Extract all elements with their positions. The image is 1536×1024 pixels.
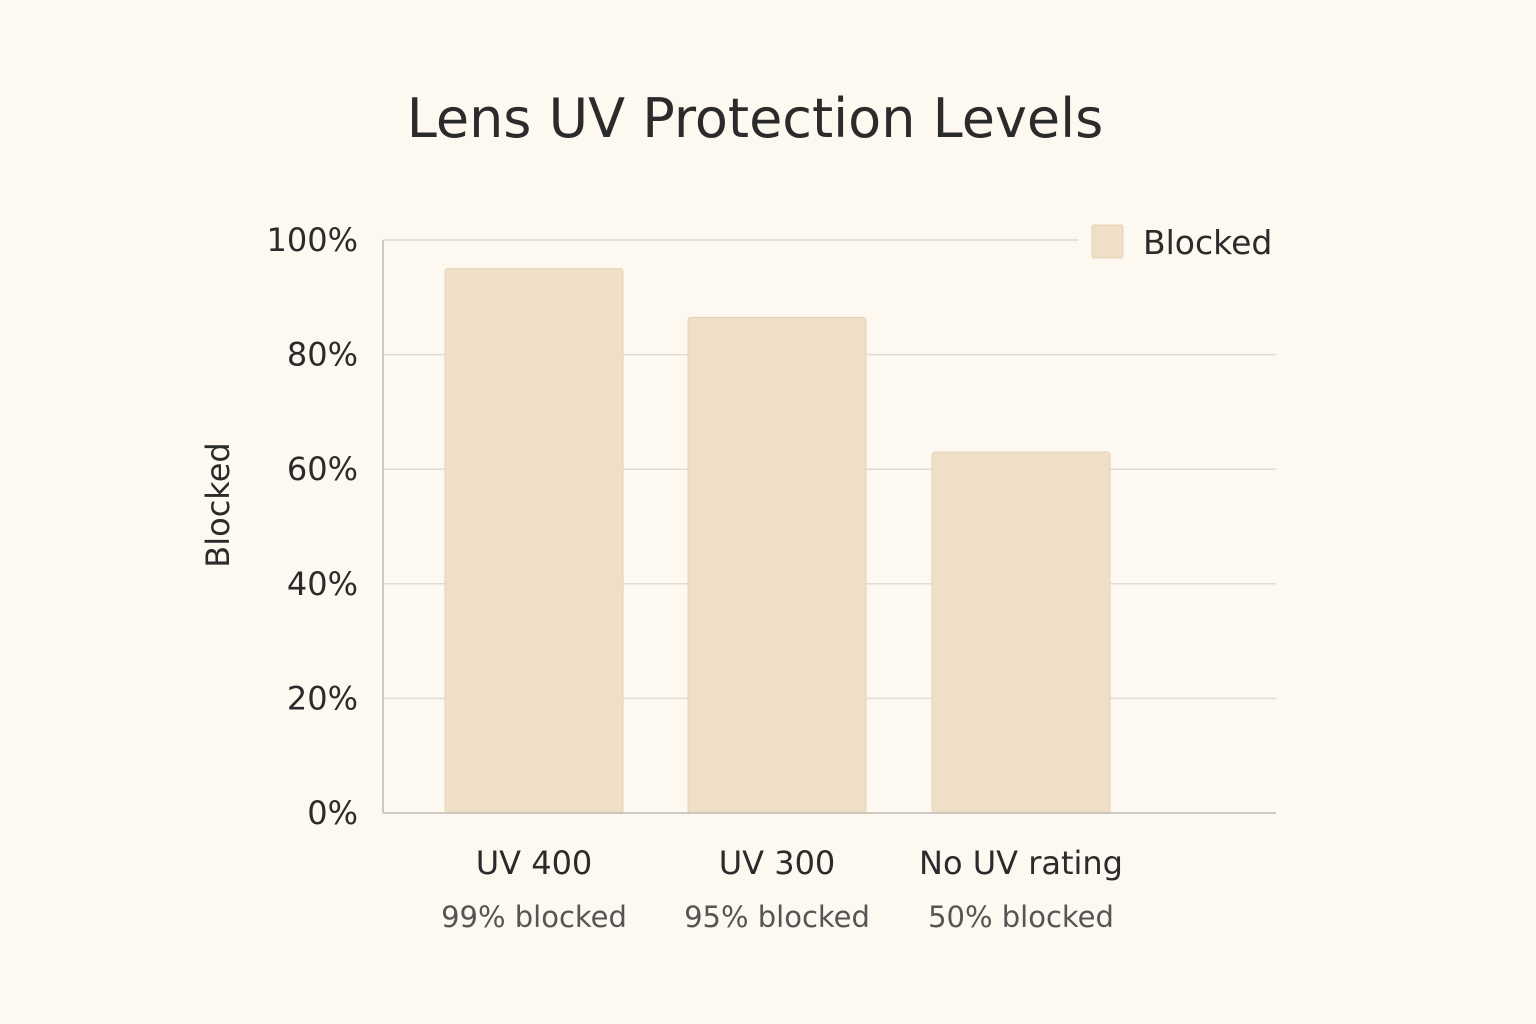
axes	[382, 240, 1276, 814]
legend-swatch	[1091, 224, 1124, 259]
bar-1	[687, 316, 867, 814]
y-tick-label: 20%	[287, 679, 358, 717]
y-axis-label: Blocked	[199, 442, 237, 567]
legend: Blocked	[1091, 223, 1272, 262]
y-tick-labels: 0% 20% 40% 60% 80% 100%	[267, 221, 358, 832]
bars	[444, 268, 1111, 814]
y-tick-label: 40%	[287, 565, 358, 603]
y-tick-label: 60%	[287, 450, 358, 488]
x-category-label: UV 400	[476, 844, 593, 882]
x-category-sublabel: 50% blocked	[928, 900, 1114, 934]
x-category-label: No UV rating	[919, 844, 1123, 882]
bar-0	[444, 268, 624, 814]
legend-label: Blocked	[1143, 223, 1272, 262]
chart-title: Lens UV Protection Levels	[407, 87, 1104, 150]
y-tick-label: 0%	[307, 794, 358, 832]
x-category-sublabel: 95% blocked	[684, 900, 870, 934]
x-category-labels: UV 400 99% blocked UV 300 95% blocked No UV …	[441, 844, 1123, 934]
x-category-label: UV 300	[719, 844, 836, 882]
y-tick-label: 80%	[287, 336, 358, 374]
x-category-sublabel: 99% blocked	[441, 900, 627, 934]
bar-2	[931, 451, 1111, 814]
y-tick-label: 100%	[267, 221, 358, 259]
